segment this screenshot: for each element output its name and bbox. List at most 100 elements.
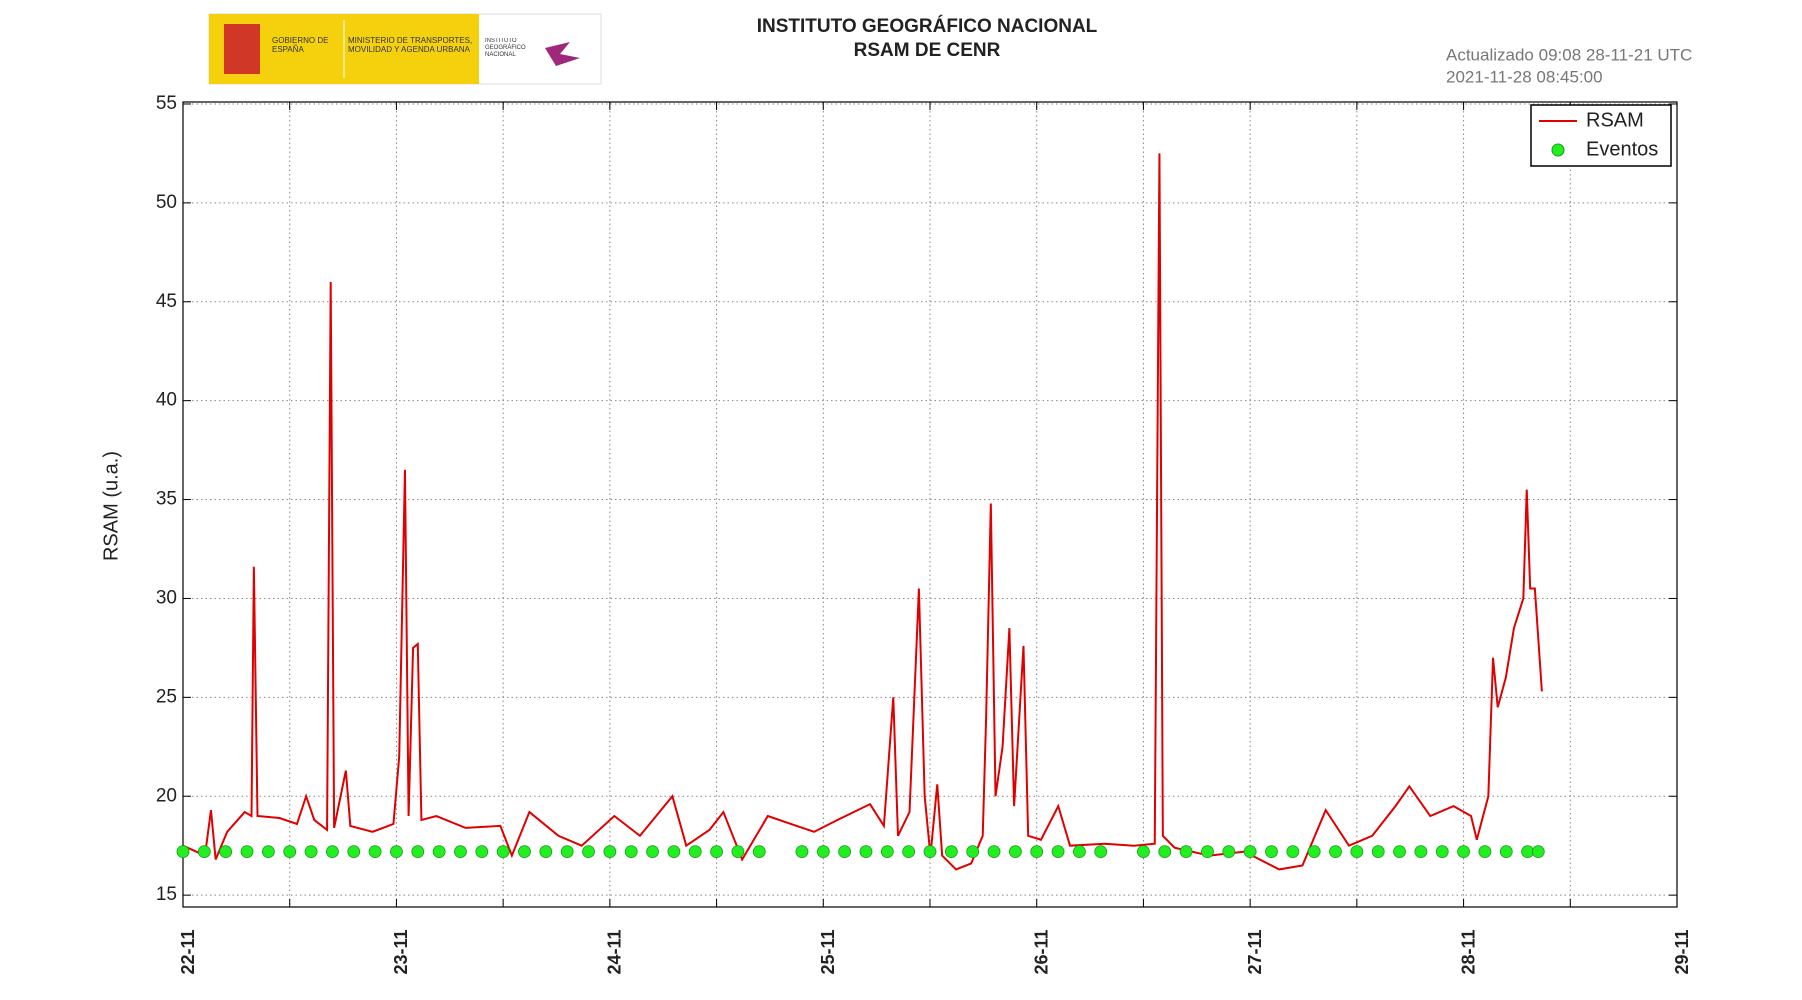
x-tick-label: 23-11 [391, 929, 411, 974]
event-point [1307, 845, 1321, 859]
logo: GOBIERNO DE ESPAÑA MINISTERIO DE TRANSPO… [208, 13, 602, 85]
y-tick-label: 55 [156, 93, 177, 114]
logo-text: MINISTERIO DE TRANSPORTES, MOVILIDAD Y A… [348, 36, 473, 54]
event-point [731, 845, 745, 859]
y-tick-label: 20 [156, 785, 177, 806]
event-point [1350, 845, 1364, 859]
x-tick-label: 22-11 [178, 929, 198, 974]
event-point [368, 845, 382, 859]
y-axis-label: RSAM (u.a.) [100, 451, 122, 561]
event-point [1329, 845, 1342, 859]
event-point [1457, 845, 1470, 859]
event-point [560, 845, 574, 859]
y-tick-label: 50 [156, 192, 177, 213]
x-tick-label: 29-11 [1672, 929, 1692, 974]
x-tick-label: 25-11 [818, 929, 838, 974]
event-point [987, 845, 1001, 859]
x-tick-label: 26-11 [1031, 929, 1051, 974]
event-point [1521, 845, 1534, 859]
legend-label: Eventos [1586, 138, 1658, 160]
event-point [197, 845, 211, 859]
event-point [219, 845, 233, 859]
logo-text: INSTITUTO GEOGRÁFICO NACIONAL [485, 38, 526, 58]
event-point [1478, 845, 1492, 859]
y-tick-label: 35 [156, 489, 177, 510]
event-point [496, 845, 510, 859]
event-point [1414, 845, 1428, 859]
event-point [347, 845, 361, 859]
chart-title: INSTITUTO GEOGRÁFICO NACIONAL [757, 15, 1098, 37]
event-point [582, 845, 595, 859]
ign-emblem [545, 42, 580, 66]
logo-text-3: INSTITUTO GEOGRÁFICO NACIONAL [485, 38, 526, 58]
event-point [966, 845, 980, 859]
event-point [1243, 845, 1257, 859]
plot-frame [182, 101, 1678, 908]
event-point [816, 845, 830, 859]
event-point [176, 845, 190, 859]
event-point [283, 845, 297, 859]
event-point [1158, 845, 1172, 859]
legend-label: RSAM [1586, 109, 1644, 131]
event-point [539, 845, 553, 859]
event-point [923, 845, 937, 859]
event-point [475, 845, 489, 859]
logo-text-2: MINISTERIO DE TRANSPORTES, MOVILIDAD Y A… [348, 36, 473, 54]
event-point [624, 845, 638, 859]
y-tick-label: 40 [156, 390, 177, 411]
event-point [390, 845, 403, 859]
event-point [240, 845, 254, 859]
event-point [518, 845, 531, 859]
event-point [752, 845, 766, 859]
event-point [795, 845, 809, 859]
event-point [1137, 845, 1150, 859]
event-point [1222, 845, 1236, 859]
x-tick-label: 28-11 [1458, 929, 1478, 974]
updated-text: Actualizado 09:08 28-11-21 UTC [1446, 45, 1692, 64]
event-point [688, 845, 702, 859]
y-tick-label: 45 [156, 291, 177, 312]
event-point [1201, 845, 1214, 859]
event-point [1371, 845, 1385, 859]
y-tick-label: 30 [156, 587, 177, 608]
logo-text-1: GOBIERNO DE ESPAÑA [272, 36, 329, 54]
event-point [1435, 845, 1449, 859]
timestamp-text: 2021-11-28 08:45:00 [1446, 67, 1603, 86]
event-point [710, 845, 723, 859]
event-point [603, 845, 617, 859]
event-point [1393, 845, 1406, 859]
event-point [646, 845, 659, 859]
event-point [1073, 845, 1086, 859]
event-point [411, 845, 425, 859]
event-point [1286, 845, 1300, 859]
event-point [1179, 845, 1193, 859]
event-point [1265, 845, 1278, 859]
event-point [859, 845, 873, 859]
coat-of-arms [224, 24, 260, 74]
event-point [454, 845, 467, 859]
event-point [325, 845, 339, 859]
event-point [1030, 845, 1044, 859]
event-point [1051, 845, 1065, 859]
y-tick-label: 25 [156, 686, 177, 707]
legend-swatch [1551, 143, 1565, 157]
event-point [432, 845, 446, 859]
chart-subtitle: RSAM DE CENR [854, 40, 1001, 61]
event-point [1499, 845, 1513, 859]
event-point [1008, 845, 1022, 859]
event-point [1531, 845, 1545, 859]
event-point [304, 845, 318, 859]
x-tick-label: 27-11 [1245, 929, 1265, 974]
legend-box [1530, 104, 1672, 167]
event-point [667, 845, 681, 859]
logo-text: GOBIERNO DE ESPAÑA [272, 36, 329, 54]
rsam-line [182, 153, 1543, 871]
event-point [944, 845, 958, 859]
event-point [902, 845, 916, 859]
y-tick-label: 15 [156, 884, 177, 905]
x-tick-label: 24-11 [605, 929, 625, 974]
event-point [261, 845, 275, 859]
event-point [1094, 845, 1108, 859]
